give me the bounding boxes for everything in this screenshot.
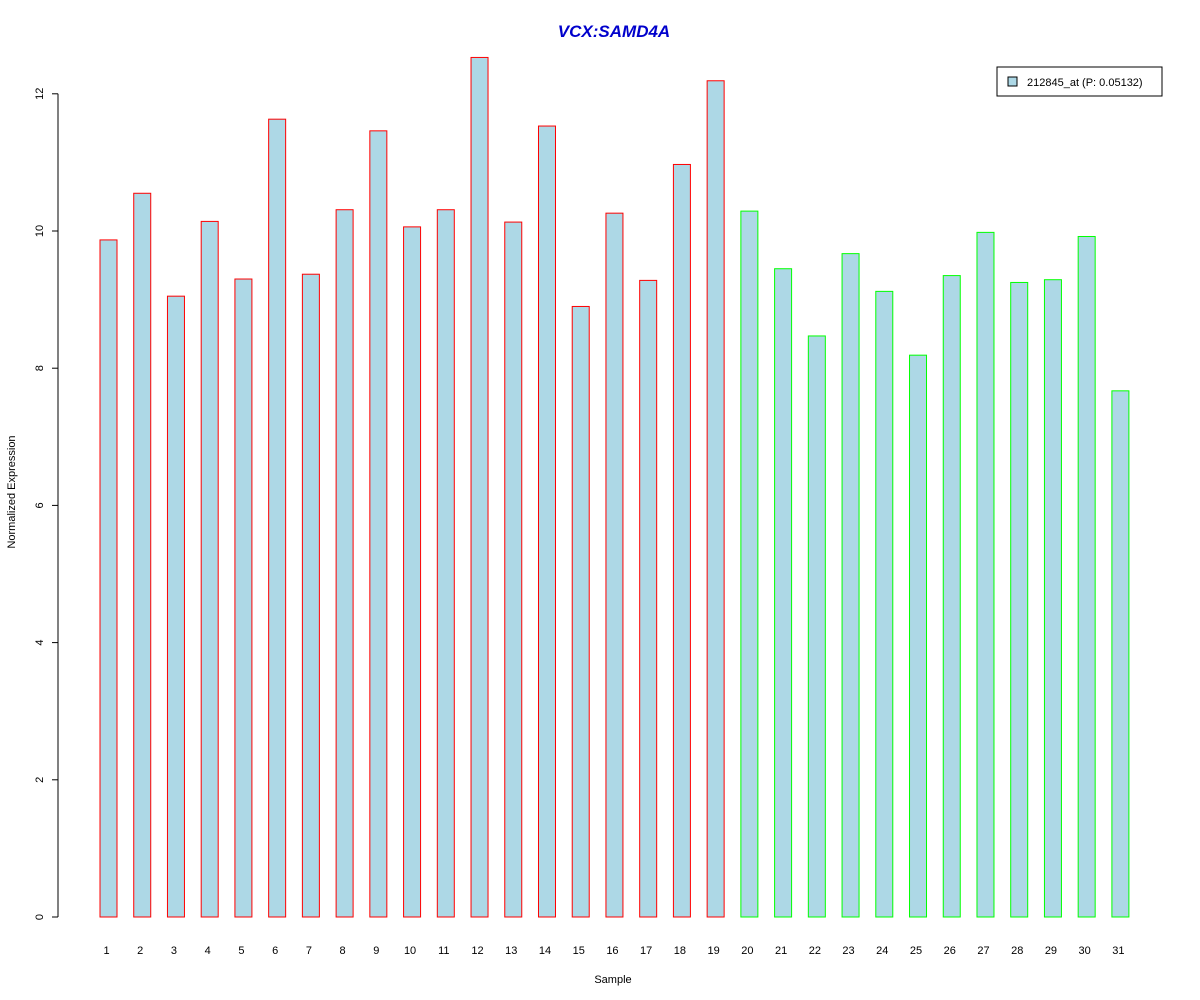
x-tick-label: 27: [977, 945, 989, 957]
x-tick-label: 3: [171, 945, 177, 957]
x-tick-label: 19: [708, 945, 720, 957]
x-tick-label: 23: [842, 945, 854, 957]
x-tick-label: 7: [306, 945, 312, 957]
x-tick-label: 2: [137, 945, 143, 957]
x-tick-label: 18: [674, 945, 686, 957]
y-tick-label: 10: [34, 225, 46, 237]
bar-sample-10: [403, 226, 422, 918]
bar-sample-29: [1043, 279, 1062, 918]
x-tick-label: 4: [205, 945, 211, 957]
x-tick-label: 13: [505, 945, 517, 957]
bar-sample-20: [740, 210, 759, 918]
bar-sample-2: [133, 192, 152, 918]
x-tick-label: 22: [809, 945, 821, 957]
x-tick-label: 31: [1112, 945, 1124, 957]
bar-sample-15: [571, 305, 590, 918]
bar-sample-11: [436, 209, 455, 918]
x-tick-label: 12: [471, 945, 483, 957]
y-tick-label: 6: [34, 502, 46, 508]
bar-sample-3: [166, 295, 185, 918]
x-tick-label: 10: [404, 945, 416, 957]
bar-sample-31: [1111, 390, 1130, 918]
y-tick-label: 4: [34, 640, 46, 646]
y-tick-label: 8: [34, 365, 46, 371]
bar-sample-27: [976, 231, 995, 918]
bar-sample-22: [807, 335, 826, 918]
x-tick-label: 5: [238, 945, 244, 957]
bar-sample-18: [672, 163, 691, 918]
x-tick-label: 9: [373, 945, 379, 957]
x-tick-label: 1: [103, 945, 109, 957]
bar-sample-7: [301, 273, 320, 918]
y-tick-label: 12: [34, 88, 46, 100]
x-tick-labels: 1 2 3 4 5 6 7 8 9 10 11 12 13 14 15 16 17 18 19 20 21 22 23 24 2…: [103, 945, 1124, 957]
bars: [99, 56, 1130, 918]
bar-sample-8: [335, 209, 354, 918]
bar-sample-5: [234, 278, 253, 918]
legend-swatch: [1007, 76, 1018, 87]
x-tick-label: 28: [1011, 945, 1023, 957]
x-tick-label: 14: [539, 945, 551, 957]
y-axis-label: Normalized Expression: [6, 435, 18, 548]
x-tick-label: 26: [944, 945, 956, 957]
bar-sample-26: [942, 275, 961, 918]
bar-sample-13: [504, 221, 523, 918]
y-axis: 0 2 4 6 8 10 12: [34, 88, 59, 920]
x-tick-label: 24: [876, 945, 888, 957]
bar-sample-4: [200, 220, 219, 918]
x-tick-label: 20: [741, 945, 753, 957]
x-tick-label: 21: [775, 945, 787, 957]
y-tick-label: 0: [34, 914, 46, 920]
bar-sample-9: [369, 130, 388, 918]
bar-sample-12: [470, 56, 489, 918]
legend-box: [996, 66, 1163, 97]
y-tick-label: 2: [34, 777, 46, 783]
x-tick-label: 6: [272, 945, 278, 957]
bar-sample-19: [706, 80, 725, 918]
x-tick-label: 16: [606, 945, 618, 957]
x-tick-label: 15: [573, 945, 585, 957]
bar-sample-30: [1077, 235, 1096, 918]
chart-title: VCX:SAMD4A: [558, 22, 670, 41]
bar-sample-21: [774, 268, 793, 918]
x-tick-label: 8: [340, 945, 346, 957]
bar-sample-1: [99, 239, 118, 918]
bar-sample-16: [605, 212, 624, 918]
bar-sample-25: [909, 354, 928, 918]
x-tick-label: 30: [1079, 945, 1091, 957]
x-axis-label: Sample: [594, 974, 631, 986]
x-tick-label: 11: [438, 945, 449, 957]
x-tick-label: 25: [910, 945, 922, 957]
bar-sample-24: [875, 290, 894, 918]
bar-sample-17: [639, 279, 658, 918]
x-tick-label: 17: [640, 945, 652, 957]
legend-label: 212845_at (P: 0.05132): [1027, 77, 1143, 89]
bar-sample-14: [537, 125, 556, 918]
bar-sample-23: [841, 253, 860, 918]
bar-sample-28: [1010, 281, 1029, 918]
bar-sample-6: [268, 118, 287, 918]
legend: 212845_at (P: 0.05132): [996, 66, 1163, 97]
x-tick-label: 29: [1045, 945, 1057, 957]
